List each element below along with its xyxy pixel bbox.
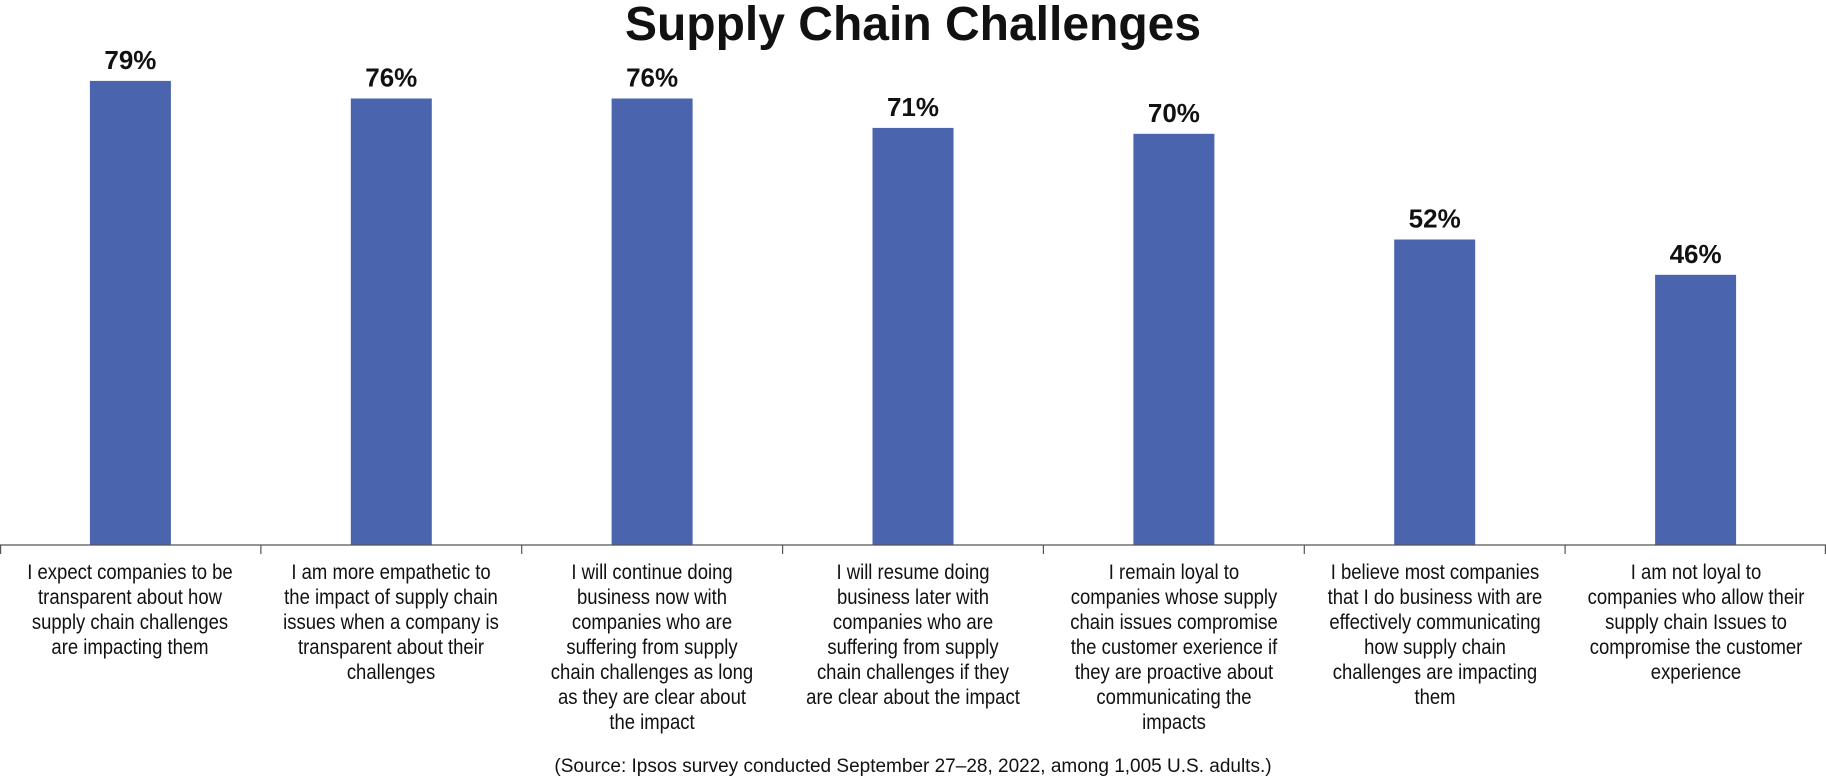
bars-group [89,80,1737,546]
category-label-7: I am not loyal to companies who allow th… [1587,561,1804,684]
bar-5 [1133,133,1215,546]
category-label-3: I will continue doing business now with … [550,561,754,734]
bar-2 [350,98,432,545]
x-axis-ticks [0,545,1826,554]
bar-3 [611,98,693,545]
value-label-3: 76% [626,63,678,93]
category-label-5: I remain loyal to companies whose supply… [1070,561,1278,734]
chart-title: Supply Chain Challenges [624,0,1202,51]
category-label-6: I believe most companies that I do busin… [1327,561,1543,709]
value-label-6: 52% [1409,204,1461,234]
bar-7 [1655,274,1737,546]
source-note: (Source: Ipsos survey conducted Septembe… [554,756,1272,777]
value-label-5: 70% [1148,98,1200,128]
value-label-4: 71% [887,92,939,122]
category-label-1: I expect companies to be transparent abo… [27,561,234,659]
bar-6 [1394,239,1476,545]
category-label-2: I am more empathetic to the impact of su… [283,561,500,684]
value-label-1: 79% [104,45,156,75]
value-labels-group: 79% 76% 76% 71% 70% 52% 46% [104,45,1721,269]
value-label-2: 76% [365,63,417,93]
category-label-4: I will resume doing business later with … [806,561,1020,709]
value-label-7: 46% [1670,239,1722,269]
bar-4 [872,127,954,546]
bar-1 [89,80,171,546]
